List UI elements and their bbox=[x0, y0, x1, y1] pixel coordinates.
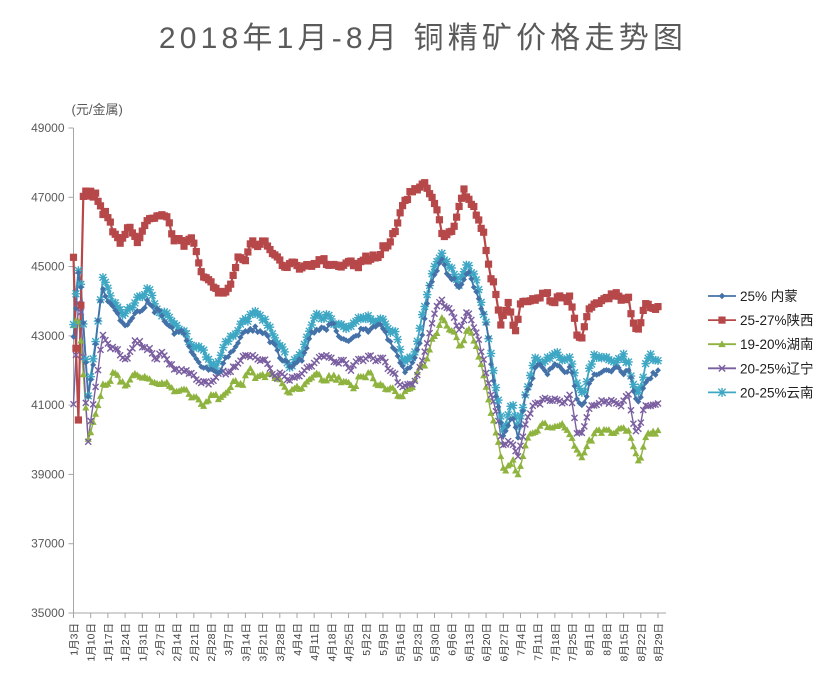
svg-text:2月7日: 2月7日 bbox=[154, 623, 166, 656]
svg-text:5月2日: 5月2日 bbox=[361, 623, 373, 656]
svg-text:37000: 37000 bbox=[31, 537, 65, 551]
svg-text:4月4日: 4月4日 bbox=[292, 623, 304, 656]
svg-text:3月7日: 3月7日 bbox=[223, 623, 235, 656]
svg-text:6月13日: 6月13日 bbox=[464, 623, 476, 662]
svg-text:1月3日: 1月3日 bbox=[69, 623, 81, 656]
svg-text:2月14日: 2月14日 bbox=[172, 623, 184, 662]
svg-text:1月10日: 1月10日 bbox=[86, 623, 98, 662]
svg-text:25-27%陕西: 25-27%陕西 bbox=[740, 313, 814, 328]
svg-text:20-25%云南: 20-25%云南 bbox=[740, 385, 814, 400]
svg-text:8月8日: 8月8日 bbox=[601, 623, 613, 656]
svg-text:8月1日: 8月1日 bbox=[584, 623, 596, 656]
svg-text:5月23日: 5月23日 bbox=[412, 623, 424, 662]
svg-text:39000: 39000 bbox=[31, 467, 65, 481]
svg-text:19-20%湖南: 19-20%湖南 bbox=[740, 337, 814, 352]
svg-text:4月18日: 4月18日 bbox=[326, 623, 338, 662]
svg-text:47000: 47000 bbox=[31, 190, 65, 204]
svg-text:2018年1月-8月 铜精矿价格走势图: 2018年1月-8月 铜精矿价格走势图 bbox=[159, 22, 687, 55]
svg-text:20-25%辽宁: 20-25%辽宁 bbox=[740, 360, 814, 376]
svg-text:5月16日: 5月16日 bbox=[395, 623, 407, 662]
svg-text:8月22日: 8月22日 bbox=[636, 623, 648, 662]
svg-text:6月27日: 6月27日 bbox=[498, 623, 510, 662]
svg-text:45000: 45000 bbox=[31, 260, 65, 274]
svg-text:1月31日: 1月31日 bbox=[137, 623, 149, 662]
svg-text:2月28日: 2月28日 bbox=[206, 623, 218, 662]
svg-text:8月15日: 8月15日 bbox=[619, 623, 631, 662]
svg-text:7月25日: 7月25日 bbox=[567, 623, 579, 662]
svg-text:5月30日: 5月30日 bbox=[430, 623, 442, 662]
svg-text:6月6日: 6月6日 bbox=[447, 623, 459, 656]
svg-text:43000: 43000 bbox=[31, 329, 65, 343]
svg-text:2月21日: 2月21日 bbox=[189, 623, 201, 662]
svg-text:25% 内蒙: 25% 内蒙 bbox=[740, 289, 798, 304]
svg-text:35000: 35000 bbox=[31, 606, 65, 620]
svg-text:4月11日: 4月11日 bbox=[309, 623, 321, 661]
svg-text:41000: 41000 bbox=[31, 398, 65, 412]
svg-text:8月29日: 8月29日 bbox=[653, 623, 665, 662]
svg-text:49000: 49000 bbox=[31, 121, 65, 135]
svg-text:7月4日: 7月4日 bbox=[515, 623, 527, 656]
svg-text:6月20日: 6月20日 bbox=[481, 623, 493, 662]
svg-text:5月9日: 5月9日 bbox=[378, 623, 390, 656]
svg-text:7月11日: 7月11日 bbox=[533, 623, 545, 661]
svg-text:3月14日: 3月14日 bbox=[240, 623, 252, 662]
svg-text:(元/金属): (元/金属) bbox=[72, 102, 123, 117]
svg-text:3月28日: 3月28日 bbox=[275, 623, 287, 662]
svg-text:1月17日: 1月17日 bbox=[103, 623, 115, 662]
svg-text:1月24日: 1月24日 bbox=[120, 623, 132, 662]
svg-text:7月18日: 7月18日 bbox=[550, 623, 562, 662]
svg-text:3月21日: 3月21日 bbox=[258, 623, 270, 662]
svg-text:4月25日: 4月25日 bbox=[344, 623, 356, 662]
